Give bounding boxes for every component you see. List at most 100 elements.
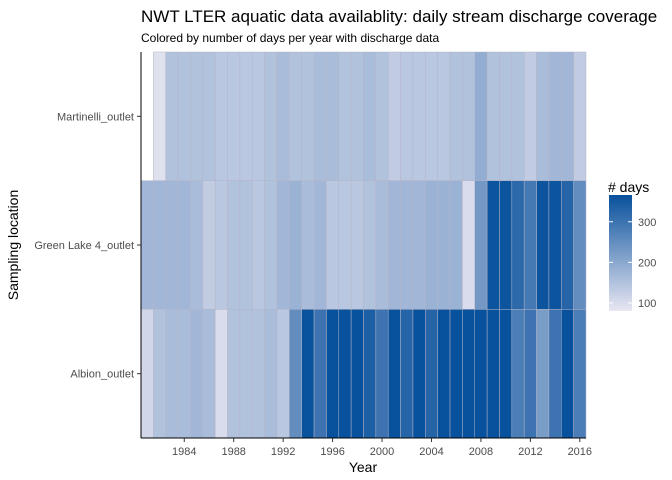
heatmap-cell bbox=[486, 309, 500, 439]
heatmap-cell bbox=[338, 180, 352, 310]
legend-title: # days bbox=[608, 179, 649, 195]
heatmap-cell bbox=[289, 309, 302, 439]
heatmap-cell bbox=[165, 309, 179, 439]
x-tick-label: 1996 bbox=[320, 446, 344, 458]
y-tick-label: Green Lake 4_outlet bbox=[34, 240, 134, 252]
legend: # days 100 200 300 bbox=[608, 179, 656, 311]
heatmap-cell bbox=[239, 309, 253, 439]
heatmap-cell bbox=[437, 309, 451, 439]
heatmap-cell bbox=[202, 309, 216, 439]
heatmap-cell bbox=[301, 180, 315, 310]
heatmap-cell bbox=[177, 309, 191, 439]
heatmap-cell bbox=[239, 51, 253, 181]
legend-tick-label: 300 bbox=[638, 217, 656, 229]
chart-title: NWT LTER aquatic data availablity: daily… bbox=[141, 7, 657, 26]
heatmap-cell bbox=[227, 51, 241, 181]
heatmap-cell bbox=[400, 51, 414, 181]
heatmap-cell bbox=[276, 180, 290, 310]
heatmap-cell bbox=[153, 51, 166, 181]
heatmap-cell bbox=[474, 309, 488, 439]
heatmap-cell bbox=[350, 309, 364, 439]
heatmap-cell bbox=[523, 180, 537, 310]
legend-tick-label: 200 bbox=[638, 257, 656, 269]
heatmap-cell bbox=[573, 309, 587, 439]
heatmap-cell bbox=[252, 51, 265, 181]
heatmap-cell bbox=[511, 309, 525, 439]
heatmap-cell bbox=[289, 180, 302, 310]
heatmap-cell bbox=[239, 180, 253, 310]
x-tick-label: 2004 bbox=[419, 446, 443, 458]
heatmap-cell bbox=[523, 51, 537, 181]
heatmap-cell bbox=[165, 180, 179, 310]
heatmap-cell bbox=[276, 309, 290, 439]
heatmap-cell bbox=[252, 180, 265, 310]
heatmap-cell bbox=[153, 180, 166, 310]
x-tick-label: 1992 bbox=[271, 446, 295, 458]
heatmap-cell bbox=[548, 51, 562, 181]
heatmap-cell bbox=[387, 309, 401, 439]
heatmap-cell bbox=[214, 51, 228, 181]
heatmap-cell bbox=[462, 180, 476, 310]
heatmap-cell bbox=[338, 309, 352, 439]
heatmap-cell bbox=[326, 180, 340, 310]
y-axis-title: Sampling location bbox=[5, 190, 21, 301]
heatmap-cell bbox=[425, 180, 438, 310]
heatmap-cell bbox=[449, 180, 463, 310]
heatmap-cell bbox=[313, 309, 327, 439]
heatmap-cell bbox=[363, 51, 377, 181]
heatmap-cell bbox=[449, 51, 463, 181]
heatmap-cell bbox=[313, 51, 327, 181]
heatmap-cell bbox=[511, 180, 525, 310]
heatmap-cell bbox=[499, 180, 513, 310]
heatmap-cell bbox=[214, 180, 228, 310]
heatmap-cell bbox=[363, 309, 377, 439]
heatmap-cell bbox=[548, 309, 562, 439]
heatmap-cell bbox=[412, 309, 426, 439]
x-axis-title: Year bbox=[349, 459, 378, 475]
heatmap-cell bbox=[190, 180, 204, 310]
heatmap-cell bbox=[573, 51, 587, 181]
heatmap-cell bbox=[474, 51, 488, 181]
heatmap-cell bbox=[214, 309, 228, 439]
axes: 1984 1988 1992 1996 2000 2004 2008 2012 2016 Mart… bbox=[34, 52, 592, 458]
heatmap-cell bbox=[313, 180, 327, 310]
heatmap-cell bbox=[301, 51, 315, 181]
legend-tick-label: 100 bbox=[638, 298, 656, 310]
x-tick-label: 2008 bbox=[469, 446, 493, 458]
x-tick-label: 2012 bbox=[518, 446, 542, 458]
heatmap-cell bbox=[190, 51, 204, 181]
heatmap-cell bbox=[227, 180, 241, 310]
y-tick-label: Albion_outlet bbox=[70, 369, 134, 381]
heatmap-cell bbox=[252, 309, 265, 439]
heatmap-cell bbox=[561, 51, 574, 181]
heatmap-cell bbox=[536, 51, 550, 181]
heatmap-cell bbox=[301, 309, 315, 439]
heatmap-cell bbox=[412, 51, 426, 181]
heatmap-cell bbox=[462, 51, 476, 181]
heatmap-cell bbox=[264, 309, 278, 439]
heatmap-cell bbox=[227, 309, 241, 439]
x-tick-label: 2016 bbox=[568, 446, 592, 458]
heatmap-cell bbox=[326, 309, 340, 439]
heatmap-cell bbox=[425, 309, 438, 439]
heatmap-cell bbox=[561, 180, 574, 310]
heatmap-cell bbox=[177, 51, 191, 181]
heatmap-cell bbox=[140, 180, 154, 310]
heatmap-cell bbox=[536, 180, 550, 310]
heatmap-cell bbox=[425, 51, 438, 181]
heatmap-cell bbox=[573, 180, 587, 310]
heatmap-cell bbox=[486, 51, 500, 181]
heatmap-cell bbox=[387, 51, 401, 181]
legend-colorbar bbox=[609, 195, 632, 311]
heatmap-cell bbox=[499, 51, 513, 181]
heatmap-cell bbox=[536, 309, 550, 439]
legend-ticks: 100 200 300 bbox=[609, 217, 656, 310]
heatmap-cell bbox=[177, 180, 191, 310]
chart-subtitle: Colored by number of days per year with … bbox=[141, 31, 439, 45]
heatmap-cell bbox=[375, 180, 389, 310]
x-tick-label: 2000 bbox=[370, 446, 394, 458]
heatmap-cell bbox=[437, 180, 451, 310]
heatmap-cell bbox=[276, 51, 290, 181]
heatmap-cell bbox=[350, 51, 364, 181]
heatmap-cells bbox=[140, 51, 587, 439]
